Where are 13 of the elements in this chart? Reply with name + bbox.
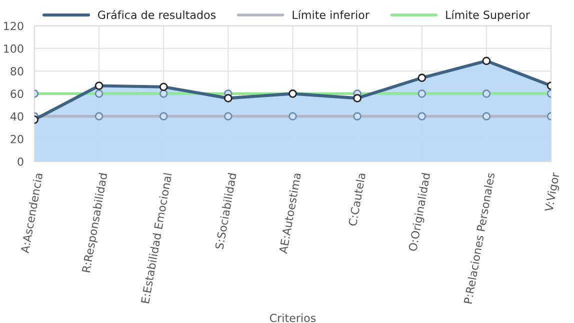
legend-label: Gráfica de resultados	[98, 10, 216, 20]
y-tick-label: 60	[10, 90, 24, 98]
y-tick-label: 20	[10, 134, 24, 144]
y-tick-label: 40	[10, 112, 24, 121]
x-axis-title: Criterios	[270, 314, 316, 322]
legend-label: Límite inferior	[292, 10, 370, 20]
y-tick-label: 80	[10, 67, 24, 76]
y-tick-label: 0	[18, 157, 24, 166]
x-tick-label: C:Cautela	[348, 172, 366, 226]
y-tick-label: 100	[4, 44, 24, 53]
x-tick-label: V:Vigor	[544, 172, 562, 212]
legend-label: Límite Superior	[446, 10, 530, 22]
y-tick-label: 120	[4, 22, 24, 30]
